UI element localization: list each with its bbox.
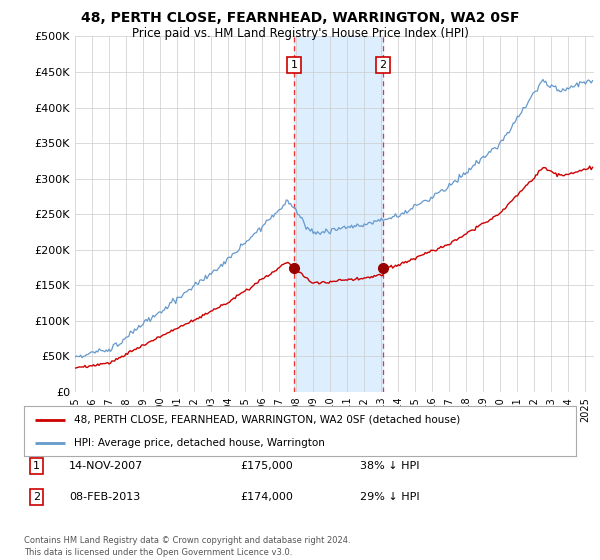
- Text: £174,000: £174,000: [240, 492, 293, 502]
- Text: Contains HM Land Registry data © Crown copyright and database right 2024.
This d: Contains HM Land Registry data © Crown c…: [24, 536, 350, 557]
- Text: 1: 1: [33, 461, 40, 471]
- Text: 29% ↓ HPI: 29% ↓ HPI: [360, 492, 419, 502]
- Text: 48, PERTH CLOSE, FEARNHEAD, WARRINGTON, WA2 0SF: 48, PERTH CLOSE, FEARNHEAD, WARRINGTON, …: [81, 11, 519, 25]
- Text: 1: 1: [290, 60, 298, 70]
- Text: Price paid vs. HM Land Registry's House Price Index (HPI): Price paid vs. HM Land Registry's House …: [131, 27, 469, 40]
- Bar: [294, 36, 383, 392]
- Text: 48, PERTH CLOSE, FEARNHEAD, WARRINGTON, WA2 0SF (detached house): 48, PERTH CLOSE, FEARNHEAD, WARRINGTON, …: [74, 414, 460, 424]
- Text: HPI: Average price, detached house, Warrington: HPI: Average price, detached house, Warr…: [74, 438, 325, 448]
- Text: 2: 2: [33, 492, 40, 502]
- Text: 2: 2: [379, 60, 386, 70]
- Text: £175,000: £175,000: [240, 461, 293, 471]
- Text: 14-NOV-2007: 14-NOV-2007: [69, 461, 143, 471]
- Text: 08-FEB-2013: 08-FEB-2013: [69, 492, 140, 502]
- Text: 38% ↓ HPI: 38% ↓ HPI: [360, 461, 419, 471]
